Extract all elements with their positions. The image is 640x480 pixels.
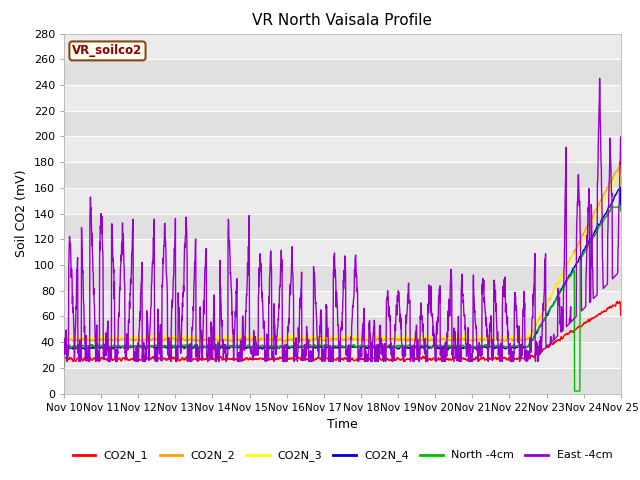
Bar xyxy=(64,188,621,214)
Bar xyxy=(64,85,621,111)
Bar xyxy=(64,136,621,162)
Y-axis label: Soil CO2 (mV): Soil CO2 (mV) xyxy=(15,170,28,257)
Bar xyxy=(64,162,621,188)
Bar xyxy=(64,240,621,265)
Bar xyxy=(64,265,621,291)
Bar xyxy=(64,34,621,60)
Bar xyxy=(64,111,621,136)
Legend: CO2N_1, CO2N_2, CO2N_3, CO2N_4, North -4cm, East -4cm: CO2N_1, CO2N_2, CO2N_3, CO2N_4, North -4… xyxy=(68,446,616,466)
X-axis label: Time: Time xyxy=(327,418,358,431)
Text: VR_soilco2: VR_soilco2 xyxy=(72,44,143,58)
Bar xyxy=(64,342,621,368)
Bar xyxy=(64,316,621,342)
Bar xyxy=(64,291,621,316)
Bar xyxy=(64,214,621,240)
Bar xyxy=(64,368,621,394)
Bar xyxy=(64,60,621,85)
Title: VR North Vaisala Profile: VR North Vaisala Profile xyxy=(252,13,433,28)
